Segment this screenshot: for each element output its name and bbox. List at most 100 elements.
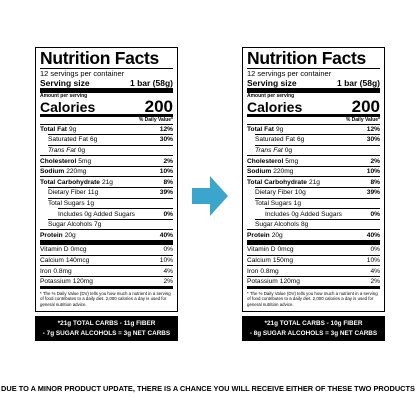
label-title: Nutrition Facts	[40, 48, 159, 68]
net-carbs-box: *21g TOTAL CARBS - 11g FIBER - 7g SUGAR A…	[35, 316, 178, 341]
serving-size-row: Serving size 1 bar (58g)	[247, 78, 380, 88]
nutrient-name: Includes 0g Added Sugars	[265, 210, 342, 218]
vitamin: Calcium 150mg	[247, 257, 293, 264]
nutrient: Protein 20g	[40, 232, 76, 239]
calories: 200	[351, 97, 380, 116]
dv-header: % Daily Value*	[138, 116, 173, 123]
vitamin-name: Potassium	[40, 278, 71, 286]
nutrient-amount: 0g	[284, 146, 293, 154]
nutrient-row: Total Carbohydrate 21g 8%	[247, 176, 380, 187]
nutrient-amount: 20g	[64, 231, 76, 239]
nutrient-row: Total Fat 9g 12%	[247, 123, 380, 135]
vitamin-amount: 120mg	[72, 278, 93, 286]
nutrient-amount: 5mg	[78, 157, 92, 165]
vitamin-name: Iron	[247, 267, 259, 275]
divider	[247, 286, 380, 289]
nutrient-name: Total Sugars	[48, 199, 85, 207]
nutrient-row: Saturated Fat 6g 30%	[255, 134, 380, 145]
vitamin: Iron 0.8mg	[40, 268, 72, 275]
nutrient-name: Cholesterol	[40, 157, 77, 165]
nutrient-dv: 2%	[163, 157, 173, 165]
nutrient-amount: 10g	[294, 189, 306, 197]
vitamin-amount: 150mg	[272, 256, 293, 264]
nutrient-name: Sugar Alcohols	[255, 221, 299, 229]
nutrient-dv: 30%	[159, 136, 173, 144]
nutrient-name: Protein	[247, 231, 270, 239]
calories-label: Calories	[40, 99, 96, 115]
nutrient: Total Fat 9g	[247, 126, 283, 133]
nutrient-dv: 8%	[370, 178, 380, 186]
nutrient-dv: 40%	[366, 231, 380, 239]
vitamin-dv: 0%	[163, 246, 173, 254]
calories-row: Calories 200	[247, 97, 380, 116]
vitamin-amount: 140mcg	[65, 256, 90, 264]
vitamin-row: Potassium 120mg 2%	[247, 275, 380, 287]
nutrient-name: Total Carbohydrate	[40, 178, 100, 186]
nutrient-row: Cholesterol 5mg 2%	[247, 155, 380, 166]
nutrient-row: Sodium 220mg 10%	[40, 165, 173, 177]
divider	[247, 240, 380, 246]
nutrient-dv: 30%	[366, 136, 380, 144]
nutrient-dv: 39%	[159, 189, 173, 197]
net-carbs-line: - 8g SUGAR ALCOHOLS = 3g NET CARBS	[249, 329, 378, 337]
vitamin-dv: 4%	[370, 267, 380, 275]
vitamin-name: Calcium	[247, 256, 271, 264]
nutrient: Saturated Fat 6g	[48, 136, 97, 143]
nutrient: Cholesterol 5mg	[40, 158, 91, 165]
nutrient-name: Dietary Fiber	[255, 189, 293, 197]
nutrient: Trans Fat 0g	[255, 147, 292, 154]
nutrient-amount: 9g	[275, 125, 284, 133]
vitamin-row: Vitamin D 0mcg 0%	[247, 245, 380, 255]
servings: 12 servings per container	[40, 68, 173, 78]
servings: 12 servings per container	[247, 68, 380, 78]
nutrient-dv: 12%	[159, 125, 173, 133]
nutrient-name: Cholesterol	[247, 157, 284, 165]
nutrient: Total Sugars 1g	[255, 200, 301, 207]
nutrient-name: Includes 0g Added Sugars	[58, 210, 135, 218]
nutrient-dv: 0%	[163, 210, 173, 218]
amount-per-serving: Amount per serving	[40, 93, 88, 99]
nutrient-row: Protein 20g 40%	[247, 229, 380, 240]
nutrient-amount: 220mg	[273, 168, 294, 176]
net-carbs-line: - 7g SUGAR ALCOHOLS = 3g NET CARBS	[42, 329, 171, 337]
nutrient-dv: 12%	[366, 125, 380, 133]
nutrient-row: Sugar Alcohols 8g	[255, 218, 380, 230]
vitamin: Iron 0.8mg	[247, 268, 279, 275]
nutrient: Saturated Fat 6g	[255, 136, 304, 143]
nutrient: Total Fat 9g	[40, 126, 76, 133]
nutrient-row: Total Sugars 1g	[255, 197, 380, 209]
nutrient-row: Dietary Fiber 11g 39%	[48, 187, 173, 198]
nutrient-amount: 11g	[87, 189, 99, 197]
nutrient-name: Total Carbohydrate	[247, 178, 307, 186]
notice: DUE TO A MINOR PRODUCT UPDATE, THERE IS …	[1, 384, 415, 393]
footnote: * The % Daily Value (DV) tells you how m…	[40, 290, 171, 307]
nutrient-row: Total Sugars 1g	[48, 197, 173, 209]
nutrient-name: Trans Fat	[255, 146, 283, 154]
nutrient-amount: 9g	[68, 125, 77, 133]
vitamin: Potassium 120mg	[247, 278, 300, 285]
nutrient-row: Sugar Alcohols 7g	[48, 218, 173, 230]
nutrient-amount: 220mg	[66, 168, 87, 176]
nutrient-amount: 0g	[77, 146, 86, 154]
nutrient-row: Dietary Fiber 10g 39%	[255, 187, 380, 198]
vitamin-amount: 0.8mg	[53, 267, 72, 275]
nutrient-row: Saturated Fat 6g 30%	[48, 134, 173, 145]
net-carbs-line: *21g TOTAL CARBS - 11g FIBER	[57, 319, 156, 327]
vitamin: Potassium 120mg	[40, 278, 93, 285]
divider	[40, 286, 173, 289]
nutrient: Sodium 220mg	[40, 168, 86, 175]
vitamin-dv: 2%	[163, 278, 173, 286]
nutrient-row: Includes 0g Added Sugars 0%	[58, 208, 173, 219]
divider	[40, 114, 173, 117]
serving-size-row: Serving size 1 bar (58g)	[40, 78, 173, 88]
divider	[40, 240, 173, 246]
label-title: Nutrition Facts	[247, 48, 366, 68]
nutrient: Total Carbohydrate 21g	[40, 179, 113, 186]
vitamin-name: Iron	[40, 267, 52, 275]
vitamin-row: Potassium 120mg 2%	[40, 275, 173, 287]
vitamin-dv: 0%	[370, 246, 380, 254]
nutrient-amount: 20g	[271, 231, 283, 239]
nutrient-name: Total Sugars	[255, 199, 292, 207]
nutrient-amount: 6g	[89, 136, 98, 144]
vitamin-name: Vitamin D	[40, 246, 69, 254]
